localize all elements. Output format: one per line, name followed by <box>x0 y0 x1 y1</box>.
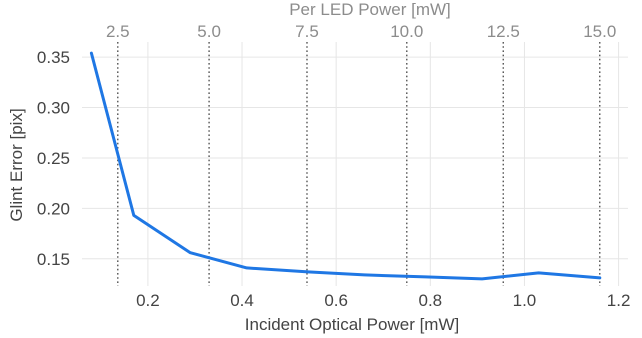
y-tick-label: 0.25 <box>37 149 70 168</box>
top-tick-labels: 2.5 5.0 7.5 10.0 12.5 15.0 <box>106 22 616 41</box>
reference-lines <box>117 42 601 286</box>
top-tick-label: 2.5 <box>106 22 130 41</box>
y-axis-title: Glint Error [pix] <box>7 108 26 221</box>
x-tick-label: 1.2 <box>607 291 631 310</box>
x-tick-label: 1.0 <box>513 291 537 310</box>
top-tick-label: 10.0 <box>390 22 423 41</box>
x-tick-labels: 0.2 0.4 0.6 0.8 1.0 1.2 <box>136 291 630 310</box>
x-axis-title: Incident Optical Power [mW] <box>245 315 459 334</box>
grid-layer <box>82 42 628 286</box>
y-tick-labels: 0.15 0.20 0.25 0.30 0.35 <box>37 48 70 269</box>
x-tick-label: 0.8 <box>418 291 442 310</box>
y-tick-label: 0.15 <box>37 250 70 269</box>
x-tick-label: 0.6 <box>324 291 348 310</box>
y-tick-label: 0.20 <box>37 199 70 218</box>
series-layer <box>89 51 602 281</box>
y-tick-label: 0.30 <box>37 99 70 118</box>
x-tick-label: 0.2 <box>136 291 160 310</box>
top-tick-label: 12.5 <box>487 22 520 41</box>
top-tick-label: 5.0 <box>197 22 221 41</box>
top-tick-label: 7.5 <box>295 22 319 41</box>
series-line <box>89 51 602 281</box>
top-axis-title: Per LED Power [mW] <box>289 0 451 19</box>
x-tick-label: 0.4 <box>230 291 254 310</box>
top-tick-label: 15.0 <box>583 22 616 41</box>
y-tick-label: 0.35 <box>37 48 70 67</box>
